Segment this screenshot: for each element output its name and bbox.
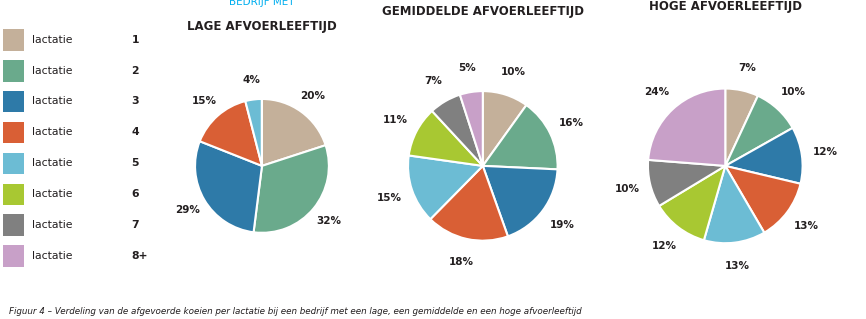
FancyBboxPatch shape: [3, 184, 24, 205]
Text: lactatie: lactatie: [32, 96, 73, 107]
Text: BEDRIJF MET: BEDRIJF MET: [229, 0, 294, 7]
Text: 12%: 12%: [652, 241, 676, 251]
Text: 7: 7: [132, 220, 139, 230]
Wedge shape: [430, 166, 507, 241]
Text: 10%: 10%: [615, 184, 640, 194]
Wedge shape: [460, 91, 483, 166]
Wedge shape: [725, 96, 792, 166]
Text: lactatie: lactatie: [32, 35, 73, 45]
Text: Figuur 4 – Verdeling van de afgevoerde koeien per lactatie bij een bedrijf met e: Figuur 4 – Verdeling van de afgevoerde k…: [9, 307, 581, 316]
Text: 8+: 8+: [132, 251, 148, 261]
Text: 12%: 12%: [812, 147, 837, 157]
Wedge shape: [245, 99, 262, 166]
Wedge shape: [725, 89, 758, 166]
Text: 29%: 29%: [175, 205, 199, 215]
Text: 4%: 4%: [242, 75, 260, 85]
Text: 13%: 13%: [725, 261, 750, 271]
Text: lactatie: lactatie: [32, 220, 73, 230]
Wedge shape: [409, 111, 483, 166]
FancyBboxPatch shape: [3, 153, 24, 174]
FancyBboxPatch shape: [3, 214, 24, 236]
Text: lactatie: lactatie: [32, 251, 73, 261]
FancyBboxPatch shape: [3, 60, 24, 82]
Wedge shape: [648, 89, 726, 166]
Text: 10%: 10%: [781, 87, 806, 97]
Text: 20%: 20%: [301, 91, 326, 100]
Text: 13%: 13%: [793, 221, 818, 231]
FancyBboxPatch shape: [3, 122, 24, 143]
Text: 3: 3: [132, 96, 139, 107]
Text: 15%: 15%: [377, 193, 402, 203]
Wedge shape: [432, 95, 483, 166]
FancyBboxPatch shape: [3, 29, 24, 51]
Text: 15%: 15%: [192, 96, 217, 106]
Text: 4: 4: [132, 127, 139, 137]
Wedge shape: [200, 101, 262, 166]
Text: 7%: 7%: [424, 76, 442, 85]
Wedge shape: [254, 145, 329, 233]
Text: LAGE AFVOERLEEFTIJD: LAGE AFVOERLEEFTIJD: [187, 20, 337, 33]
Text: 2: 2: [132, 66, 139, 76]
Wedge shape: [725, 166, 800, 233]
Wedge shape: [483, 105, 558, 169]
Text: lactatie: lactatie: [32, 66, 73, 76]
Text: 24%: 24%: [644, 87, 669, 97]
Text: 5: 5: [132, 158, 139, 168]
Text: 10%: 10%: [501, 67, 526, 77]
Text: 7%: 7%: [738, 63, 756, 73]
Text: 32%: 32%: [316, 216, 341, 226]
Text: 11%: 11%: [383, 115, 408, 125]
Text: 16%: 16%: [559, 118, 585, 128]
Text: 18%: 18%: [449, 257, 474, 267]
Text: lactatie: lactatie: [32, 189, 73, 199]
Wedge shape: [195, 141, 262, 232]
Wedge shape: [483, 166, 558, 236]
Wedge shape: [408, 155, 483, 219]
FancyBboxPatch shape: [3, 245, 24, 267]
Wedge shape: [648, 160, 725, 206]
Text: lactatie: lactatie: [32, 158, 73, 168]
Wedge shape: [262, 99, 326, 166]
Text: 19%: 19%: [550, 220, 574, 230]
Wedge shape: [482, 91, 527, 166]
Wedge shape: [659, 166, 725, 240]
Text: 1: 1: [132, 35, 139, 45]
Text: HOGE AFVOERLEEFTIJD: HOGE AFVOERLEEFTIJD: [649, 0, 802, 13]
Wedge shape: [725, 128, 803, 184]
FancyBboxPatch shape: [3, 91, 24, 113]
Text: 6: 6: [132, 189, 139, 199]
Text: lactatie: lactatie: [32, 127, 73, 137]
Text: 5%: 5%: [459, 63, 476, 73]
Wedge shape: [704, 166, 765, 243]
Text: GEMIDDELDE AFVOERLEEFTIJD: GEMIDDELDE AFVOERLEEFTIJD: [382, 5, 584, 18]
